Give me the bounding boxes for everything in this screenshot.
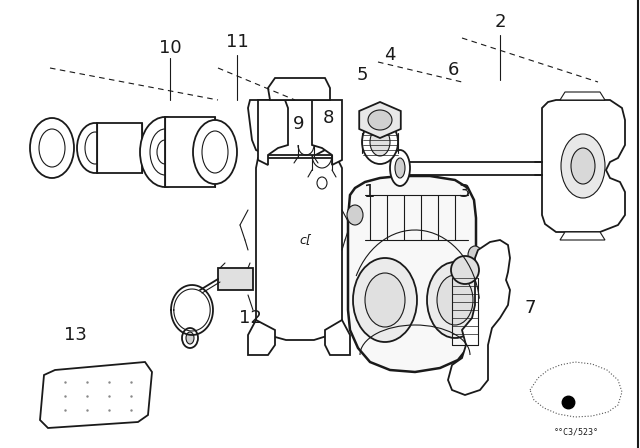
Ellipse shape — [390, 150, 410, 186]
Ellipse shape — [468, 246, 482, 264]
Ellipse shape — [85, 132, 105, 164]
Text: 13: 13 — [63, 326, 86, 344]
Ellipse shape — [186, 332, 194, 344]
Ellipse shape — [30, 118, 74, 178]
Text: 3: 3 — [458, 183, 470, 201]
Ellipse shape — [365, 273, 405, 327]
Ellipse shape — [193, 120, 237, 184]
Ellipse shape — [395, 158, 405, 178]
Text: 1: 1 — [364, 183, 376, 201]
Ellipse shape — [362, 120, 398, 164]
Polygon shape — [325, 320, 350, 355]
Polygon shape — [348, 176, 476, 372]
Polygon shape — [248, 320, 275, 355]
Text: 9: 9 — [293, 115, 305, 133]
Ellipse shape — [561, 134, 605, 198]
Polygon shape — [248, 100, 328, 178]
Bar — [97, 123, 142, 173]
Polygon shape — [260, 155, 338, 330]
Text: 11: 11 — [226, 33, 248, 51]
Ellipse shape — [77, 123, 113, 173]
Polygon shape — [258, 100, 288, 165]
Ellipse shape — [353, 258, 417, 342]
Ellipse shape — [370, 128, 390, 156]
Polygon shape — [40, 362, 152, 428]
Ellipse shape — [571, 148, 595, 184]
Polygon shape — [542, 100, 625, 232]
Ellipse shape — [39, 129, 65, 167]
Text: 4: 4 — [384, 46, 396, 64]
Polygon shape — [256, 158, 342, 340]
Text: °°C3/523°: °°C3/523° — [554, 427, 598, 436]
Bar — [218, 268, 253, 290]
Ellipse shape — [140, 117, 190, 187]
Ellipse shape — [427, 262, 483, 338]
Ellipse shape — [451, 256, 479, 284]
Ellipse shape — [182, 328, 198, 348]
Polygon shape — [312, 100, 342, 165]
Ellipse shape — [347, 205, 363, 225]
Text: 10: 10 — [159, 39, 181, 57]
Ellipse shape — [437, 275, 473, 325]
Text: c[: c[ — [299, 233, 311, 246]
Ellipse shape — [150, 129, 180, 175]
Text: 8: 8 — [323, 109, 333, 127]
Polygon shape — [560, 92, 605, 100]
Polygon shape — [359, 102, 401, 138]
Ellipse shape — [157, 140, 173, 164]
Polygon shape — [448, 240, 510, 395]
Ellipse shape — [368, 110, 392, 130]
Text: 7: 7 — [524, 299, 536, 317]
Text: 5: 5 — [356, 66, 368, 84]
Text: 12: 12 — [239, 309, 261, 327]
Text: 2: 2 — [494, 13, 506, 31]
Ellipse shape — [202, 131, 228, 173]
Polygon shape — [560, 232, 605, 240]
Bar — [165, 117, 215, 187]
Text: 6: 6 — [447, 61, 459, 79]
Polygon shape — [268, 78, 330, 100]
